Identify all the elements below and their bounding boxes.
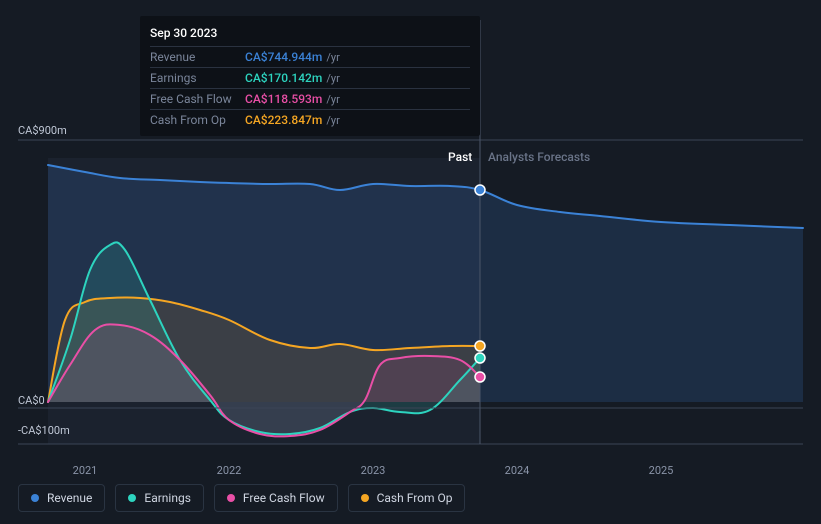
tooltip-row: Cash From OpCA$223.847m/yr (150, 109, 470, 130)
y-tick-label: -CA$100m (18, 424, 70, 437)
chart-tooltip: Sep 30 2023 RevenueCA$744.944m/yrEarning… (140, 16, 480, 136)
legend-label: Cash From Op (377, 491, 453, 505)
tooltip-metric-value: CA$170.142m (245, 71, 322, 85)
tooltip-metric-value: CA$744.944m (245, 50, 322, 64)
x-tick-label: 2021 (73, 464, 98, 477)
tooltip-metric-unit: /yr (326, 51, 339, 64)
legend-item-revenue[interactable]: Revenue (18, 484, 105, 512)
x-tick-label: 2022 (217, 464, 242, 477)
tooltip-metric-label: Earnings (150, 71, 245, 85)
legend-dot-icon (227, 494, 235, 502)
legend-label: Revenue (47, 491, 92, 505)
tooltip-metric-unit: /yr (326, 93, 339, 106)
chart-legend: Revenue Earnings Free Cash Flow Cash From O… (18, 484, 465, 512)
forecast-section-label: Analysts Forecasts (488, 150, 590, 164)
legend-item-cfo[interactable]: Cash From Op (348, 484, 466, 512)
y-tick-label: CA$0 (18, 394, 45, 407)
x-tick-label: 2024 (505, 464, 530, 477)
legend-dot-icon (128, 494, 136, 502)
tooltip-metric-value: CA$118.593m (245, 92, 322, 106)
legend-label: Free Cash Flow (243, 491, 325, 505)
tooltip-row: EarningsCA$170.142m/yr (150, 67, 470, 88)
tooltip-metric-label: Revenue (150, 50, 245, 64)
legend-item-earnings[interactable]: Earnings (115, 484, 204, 512)
tooltip-row: RevenueCA$744.944m/yr (150, 46, 470, 67)
past-section-label: Past (448, 150, 472, 164)
tooltip-row: Free Cash FlowCA$118.593m/yr (150, 88, 470, 109)
financial-chart: CA$900m CA$0 -CA$100m 2021 2022 2023 2024 2025… (0, 0, 821, 524)
y-tick-label: CA$900m (18, 124, 67, 137)
legend-item-fcf[interactable]: Free Cash Flow (214, 484, 338, 512)
legend-label: Earnings (144, 491, 191, 505)
legend-dot-icon (31, 494, 39, 502)
x-tick-label: 2025 (649, 464, 674, 477)
tooltip-metric-unit: /yr (326, 114, 339, 127)
x-tick-label: 2023 (361, 464, 386, 477)
tooltip-metric-value: CA$223.847m (245, 113, 322, 127)
legend-dot-icon (361, 494, 369, 502)
tooltip-metric-label: Free Cash Flow (150, 92, 245, 106)
tooltip-metric-unit: /yr (326, 72, 339, 85)
tooltip-date: Sep 30 2023 (150, 22, 470, 46)
tooltip-metric-label: Cash From Op (150, 113, 245, 127)
